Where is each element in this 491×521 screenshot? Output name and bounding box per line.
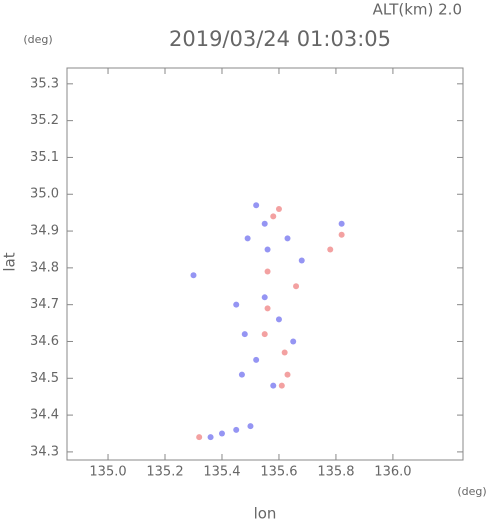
y-unit: (deg) xyxy=(23,33,52,46)
radar-point xyxy=(284,235,291,242)
y-tick-label: 34.5 xyxy=(30,371,59,386)
radar-point xyxy=(275,205,282,212)
radar-point xyxy=(190,272,197,279)
x-axis-label: lon xyxy=(254,505,277,521)
x-tick-label: 136.0 xyxy=(374,465,411,480)
radar-point xyxy=(261,220,268,227)
radar-point xyxy=(338,220,345,227)
radar-point xyxy=(270,213,277,220)
y-tick-label: 34.3 xyxy=(30,444,59,459)
radar-point xyxy=(238,371,245,378)
y-axis-label: lat xyxy=(1,252,19,271)
radar-point xyxy=(293,283,300,290)
x-tick-label: 135.8 xyxy=(317,465,354,480)
radar-point xyxy=(244,235,251,242)
y-tick-label: 34.7 xyxy=(30,297,59,312)
radar-point xyxy=(281,349,288,356)
chart-title: 2019/03/24 01:03:05 xyxy=(169,27,391,51)
radar-point xyxy=(247,423,254,430)
y-tick-label: 34.6 xyxy=(30,334,59,349)
radar-point xyxy=(284,371,291,378)
radar-point xyxy=(253,202,260,209)
y-tick-label: 34.9 xyxy=(30,224,59,239)
y-tick-label: 35.2 xyxy=(30,113,59,128)
radar-point xyxy=(261,294,268,301)
radar-point xyxy=(261,331,268,338)
y-tick-label: 35.0 xyxy=(30,187,59,202)
radar-point xyxy=(233,301,240,308)
radar-point xyxy=(264,268,271,275)
y-tick-label: 35.3 xyxy=(30,76,59,91)
radar-point xyxy=(253,356,260,363)
x-tick-label: 135.6 xyxy=(260,465,297,480)
radar-point xyxy=(264,305,271,312)
radar-point xyxy=(207,434,214,441)
radar-point xyxy=(275,316,282,323)
y-tick-label: 35.1 xyxy=(30,150,59,165)
radar-point xyxy=(338,231,345,238)
radar-point xyxy=(270,382,277,389)
radar-point xyxy=(290,338,297,345)
plot-frame xyxy=(66,67,464,461)
radar-point xyxy=(298,257,305,264)
x-tick-label: 135.2 xyxy=(146,465,183,480)
radar-point xyxy=(196,434,203,441)
x-tick-label: 135.0 xyxy=(89,465,126,480)
y-tick-label: 34.8 xyxy=(30,260,59,275)
radar-point xyxy=(264,246,271,253)
radar-point xyxy=(218,430,225,437)
y-tick-label: 34.4 xyxy=(30,408,59,423)
radar-point xyxy=(327,246,334,253)
radar-point xyxy=(241,331,248,338)
x-tick-label: 135.4 xyxy=(203,465,240,480)
subtitle: ALT(km) 2.0 xyxy=(373,1,462,19)
radar-point xyxy=(278,382,285,389)
radar-point xyxy=(233,426,240,433)
x-unit: (deg) xyxy=(457,485,486,498)
